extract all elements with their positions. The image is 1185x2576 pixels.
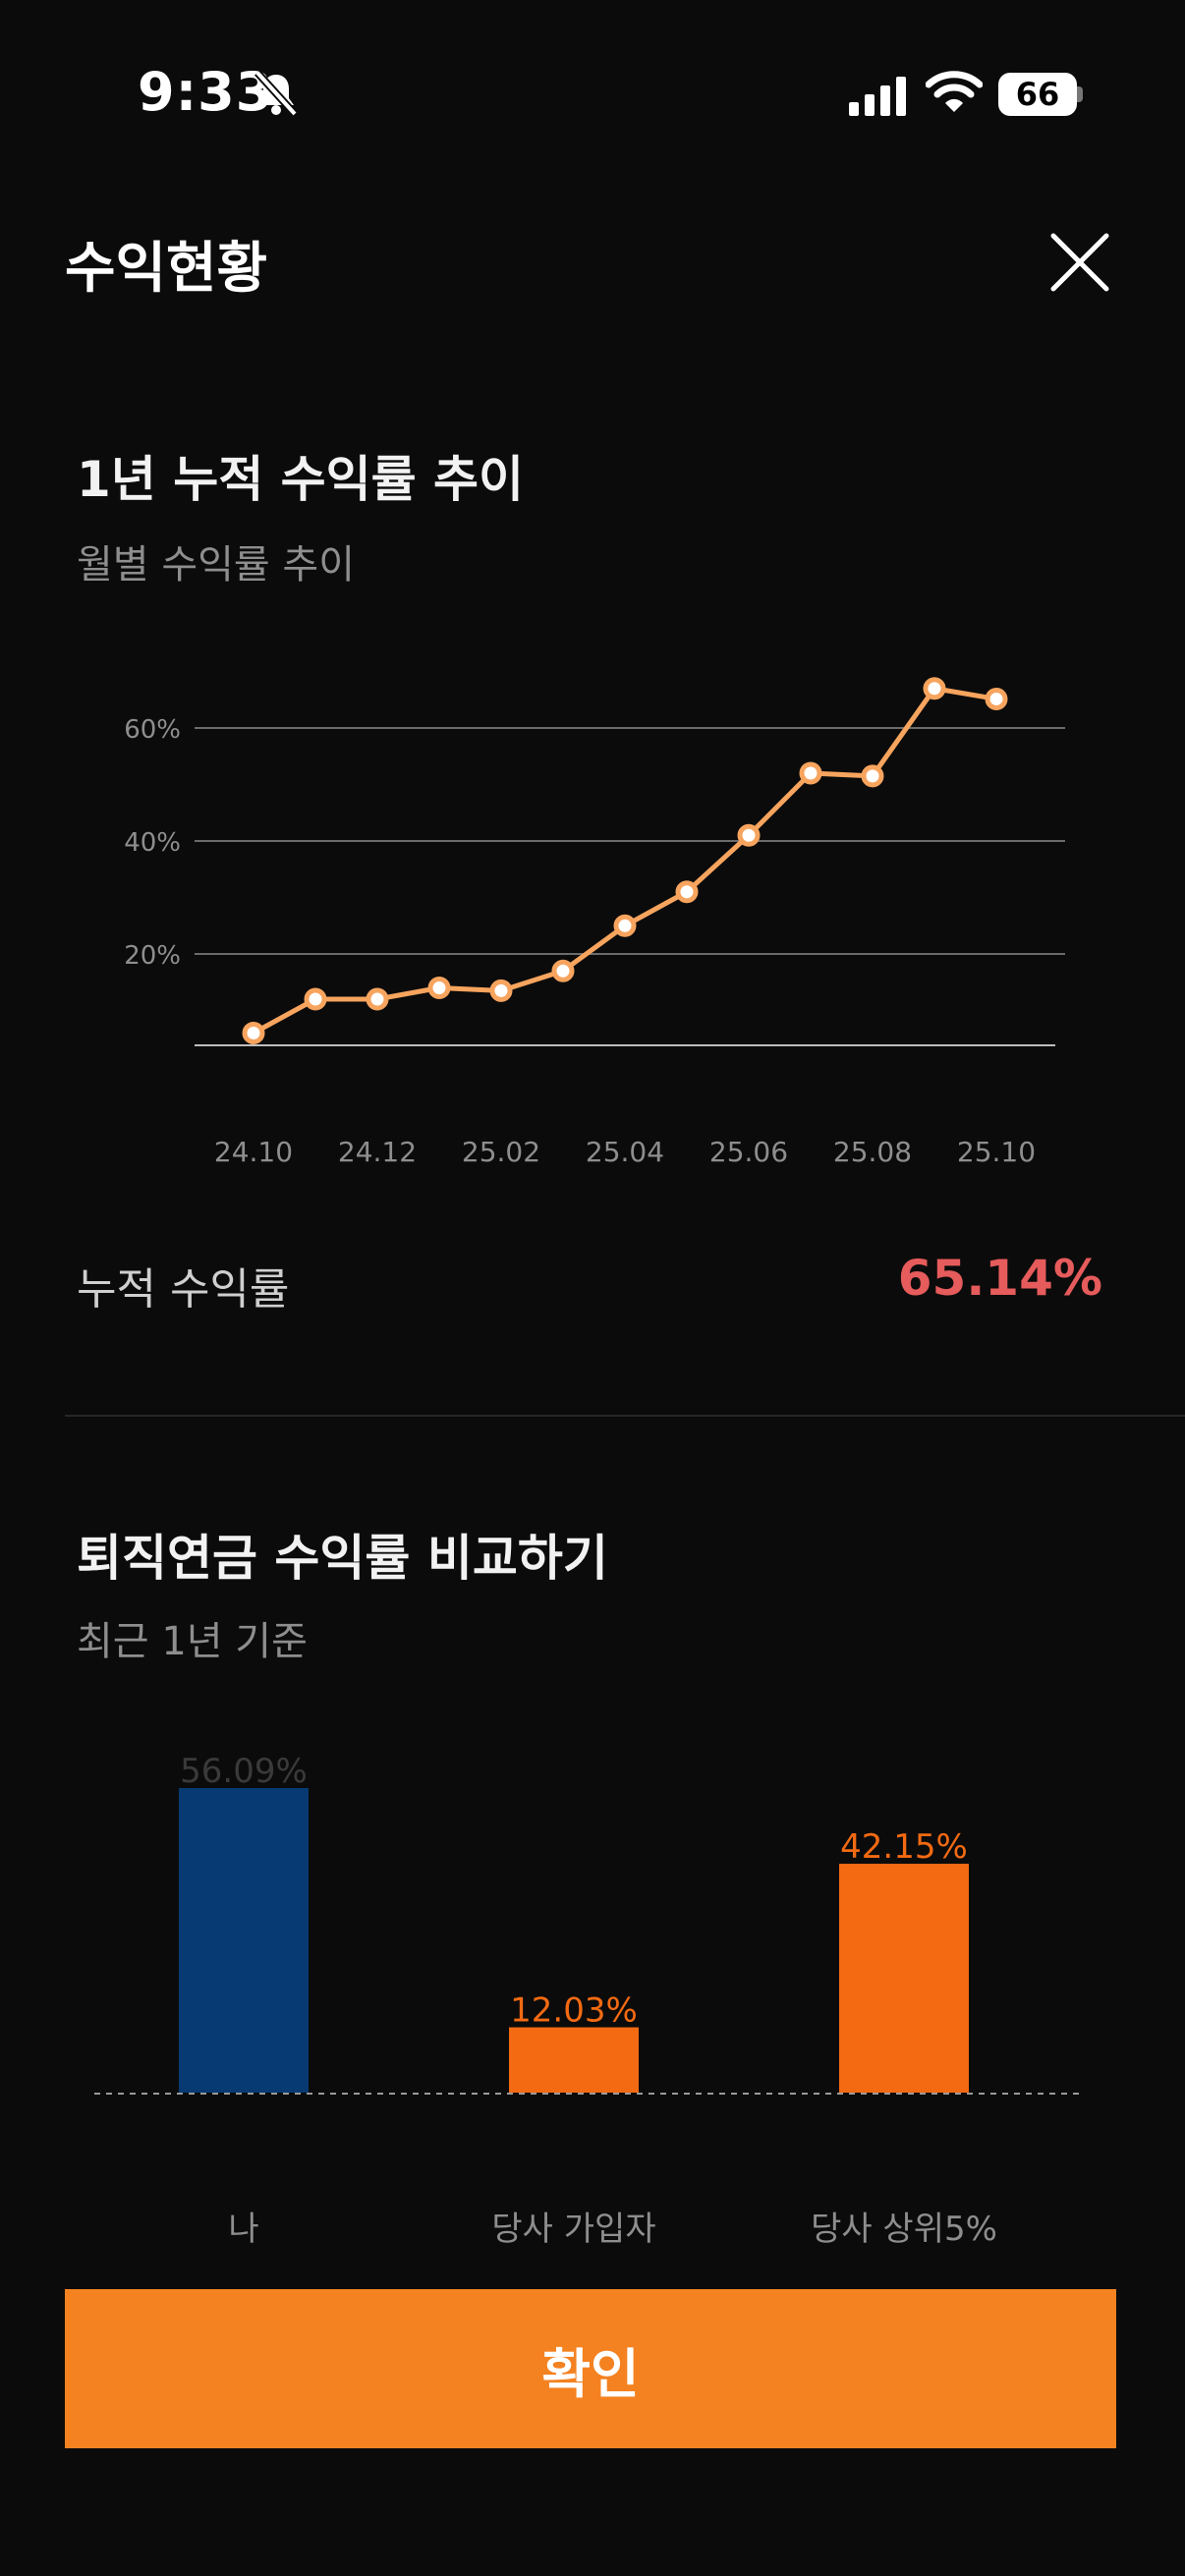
data-point: [551, 959, 575, 982]
page-title: 수익현황: [65, 237, 268, 301]
bar-category-label: 당사 가입자: [491, 2210, 655, 2249]
trend-section-title: 1년 누적 수익률 추이: [77, 451, 525, 508]
x-tick-label: 24.10: [214, 1136, 293, 1168]
x-tick-label: 25.02: [462, 1136, 540, 1168]
comparison-section-title: 퇴직연금 수익률 비교하기: [77, 1530, 608, 1587]
cumulative-return-line-chart: 20% 40% 60% 24.10 24.12 25.02 25.04 25.06 25.08 2…: [124, 677, 1065, 1168]
bar: [839, 1864, 969, 2093]
confirm-button[interactable]: 확인: [65, 2289, 1116, 2448]
confirm-button-label: 확인: [541, 2344, 640, 2404]
data-point: [861, 764, 884, 788]
cumulative-return-label: 누적 수익률: [77, 1264, 290, 1315]
x-tick-label: 25.04: [586, 1136, 664, 1168]
close-button[interactable]: [1045, 228, 1114, 297]
battery-cap: [1077, 86, 1083, 102]
bar-value-label: 56.09%: [180, 1752, 308, 1791]
y-tick-label: 40%: [124, 828, 181, 858]
bar-value-label: 42.15%: [840, 1827, 968, 1867]
wifi-icon: [926, 71, 983, 112]
data-point: [985, 687, 1008, 710]
y-tick-label: 20%: [124, 941, 181, 971]
data-point: [242, 1022, 265, 1044]
bar: [179, 1788, 309, 2093]
bar-category-label: 나: [228, 2210, 258, 2249]
cellular-signal-icon: [849, 77, 906, 116]
x-tick-label: 24.12: [338, 1136, 417, 1168]
data-point: [737, 823, 761, 847]
trend-section-subtitle: 월별 수익률 추이: [77, 542, 356, 588]
data-point: [489, 979, 513, 1002]
bar-category-label: 당사 상위5%: [811, 2210, 997, 2249]
data-point: [675, 880, 699, 904]
return-comparison-bar-chart: 56.09% 나 12.03% 당사 가입자 42.15% 당사 상위5%: [94, 1752, 1081, 2249]
bar-value-label: 12.03%: [510, 1991, 638, 2031]
status-time: 9:33: [138, 61, 274, 123]
data-point: [366, 987, 389, 1011]
cumulative-return-value: 65.14%: [897, 1250, 1102, 1307]
data-point: [613, 914, 637, 937]
y-tick-label: 60%: [124, 715, 181, 745]
section-divider: [65, 1415, 1185, 1417]
data-point: [427, 977, 451, 999]
data-point: [304, 987, 327, 1011]
x-tick-label: 25.08: [833, 1136, 912, 1168]
comparison-section-subtitle: 최근 1년 기준: [77, 1619, 308, 1664]
bell-muted-icon: [254, 70, 298, 117]
battery-level: 66: [1015, 76, 1060, 113]
series-line: [252, 686, 997, 1036]
bar: [509, 2027, 639, 2093]
battery-indicator: 66: [998, 73, 1077, 116]
data-point: [923, 677, 946, 700]
x-tick-label: 25.10: [957, 1136, 1036, 1168]
data-point: [799, 761, 822, 785]
x-tick-label: 25.06: [709, 1136, 788, 1168]
